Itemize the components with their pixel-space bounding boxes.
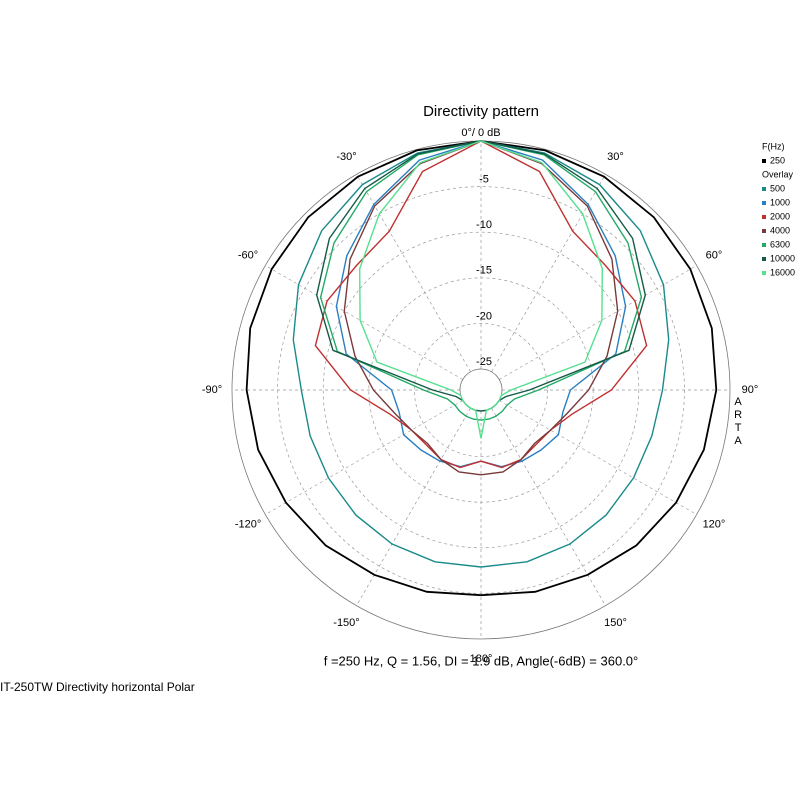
legend-label: 2000 [770,211,790,221]
caption: IT-250TW Directivity horizontal Polar [0,680,195,694]
angle-label: -90° [202,384,222,396]
angle-label: 60° [706,249,723,261]
grid-spoke [356,174,471,372]
angle-label: 0°/ 0 dB [461,127,500,139]
grid-spoke [265,265,463,380]
r-tick-label: -10 [476,219,492,231]
legend-swatch [762,201,766,205]
series-line [358,140,604,439]
legend-label: 1000 [770,197,790,207]
r-tick-label: -5 [479,174,489,186]
legend-swatch [762,257,766,261]
r-tick-label: -20 [476,310,492,322]
legend-swatch [762,243,766,247]
angle-label: -60° [238,249,258,261]
legend-swatch [762,159,766,163]
angle-label: -120° [235,518,261,530]
grid-ring [322,231,640,549]
grid-spoke [356,408,471,606]
r-tick-label: -15 [476,265,492,277]
grid-ring [277,186,685,594]
series-line [245,140,718,597]
angle-label: -30° [336,151,356,163]
grid-ring [368,277,594,503]
angle-label: 150° [604,617,627,629]
grid-spoke [265,400,463,515]
angle-label: 90° [742,384,759,396]
legend-label: 6300 [770,239,790,249]
legend-swatch [762,271,766,275]
legend-title: F(Hz) [762,141,785,151]
legend-overlay: Overlay [762,169,794,179]
grid-spoke [499,265,697,380]
angle-label: 30° [607,151,624,163]
angle-label: 180° [470,653,493,665]
legend-label: 500 [770,183,785,193]
footer: f =250 Hz, Q = 1.56, DI = 1.9 dB, Angle(… [324,653,639,668]
legend-label: 4000 [770,225,790,235]
legend-label: 10000 [770,253,795,263]
chart-title: Directivity pattern [423,103,539,120]
grid-spoke [491,174,606,372]
legend-swatch [762,229,766,233]
r-tick-label: -25 [476,356,492,368]
angle-label: 120° [703,518,726,530]
legend-label: 250 [770,155,785,165]
side-label: ARTA [732,396,744,448]
grid-spoke [491,408,606,606]
angle-label: -150° [333,617,359,629]
grid-ring [414,323,548,457]
legend-swatch [762,187,766,191]
grid-spoke [499,400,697,515]
legend-swatch [762,215,766,219]
legend-label: 16000 [770,267,795,277]
